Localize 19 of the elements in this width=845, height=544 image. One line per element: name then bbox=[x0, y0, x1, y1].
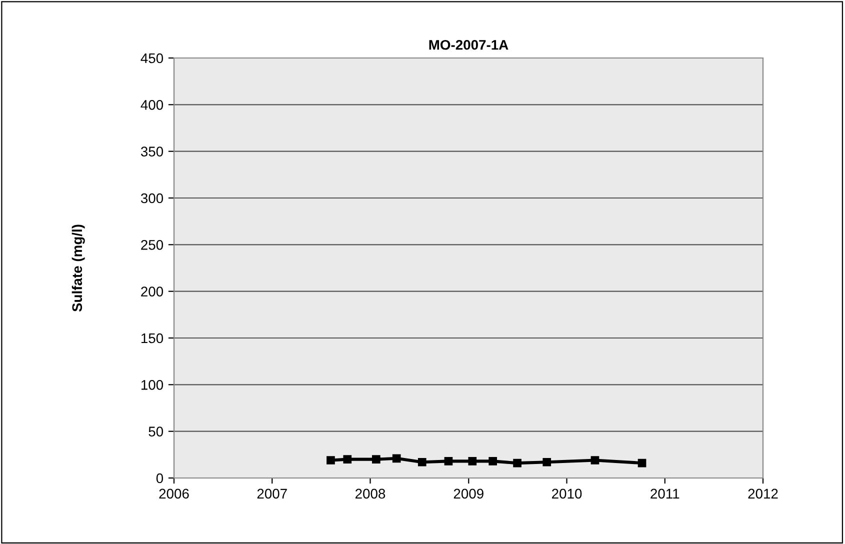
y-tick-label: 200 bbox=[141, 286, 164, 297]
y-tick-label: 450 bbox=[140, 53, 164, 64]
x-tick-label: 2008 bbox=[355, 488, 386, 499]
x-tick-label: 2010 bbox=[552, 488, 582, 499]
chart-title: MO-2007-1A bbox=[429, 40, 508, 50]
y-axis-title: Sulfate (mg/l) bbox=[72, 224, 85, 312]
x-tick-label: 2007 bbox=[257, 488, 287, 499]
y-tick-label: 0 bbox=[156, 473, 164, 484]
y-tick-label: 100 bbox=[141, 380, 164, 390]
y-tick-label: 300 bbox=[140, 193, 164, 204]
x-tick-label: 2006 bbox=[159, 488, 189, 499]
y-tick-label: 150 bbox=[141, 333, 164, 344]
x-tick-label: 2011 bbox=[650, 488, 680, 499]
x-tick-label: 2009 bbox=[454, 488, 484, 499]
y-tick-label: 350 bbox=[140, 146, 164, 157]
y-tick-label: 250 bbox=[141, 240, 164, 250]
y-tick-label: 400 bbox=[140, 100, 164, 110]
y-tick-label: 50 bbox=[148, 426, 164, 437]
x-tick-label: 2012 bbox=[748, 488, 778, 499]
